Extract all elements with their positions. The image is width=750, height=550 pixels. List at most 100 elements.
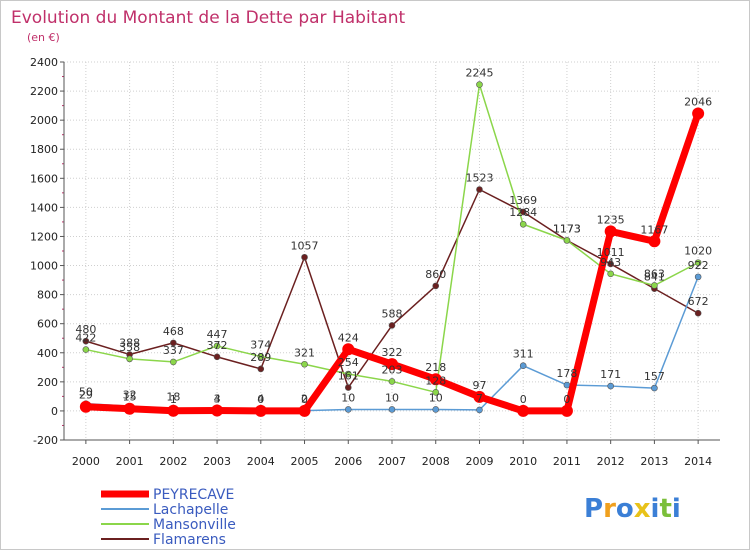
data-point-lachapelle — [519, 362, 527, 370]
data-label-peyrecave: 0 — [257, 393, 264, 406]
data-label-lachapelle: 178 — [556, 367, 577, 380]
data-label-mansonville: 254 — [338, 356, 359, 369]
data-point-mansonville — [301, 360, 308, 368]
y-tick-label: 1800 — [30, 143, 58, 156]
y-tick-label: 800 — [37, 289, 58, 302]
x-tick-label: 2003 — [203, 455, 231, 468]
data-label-peyrecave: 0 — [301, 393, 308, 406]
data-point-flamarens — [519, 208, 527, 216]
data-label-flamarens: 480 — [75, 323, 96, 336]
x-tick-label: 2000 — [72, 455, 100, 468]
logo-letter: x — [634, 494, 651, 524]
logo-letter: P — [584, 494, 603, 524]
data-point-flamarens — [344, 384, 352, 391]
data-point-lachapelle — [694, 273, 702, 281]
data-label-flamarens: 289 — [250, 351, 271, 364]
logo-letter: i — [672, 494, 681, 524]
x-tick-label: 2005 — [291, 455, 319, 468]
data-point-flamarens — [82, 337, 90, 345]
data-point-peyrecave — [429, 373, 442, 386]
y-tick-label: 2200 — [30, 85, 58, 98]
data-label-peyrecave: 2046 — [684, 95, 712, 108]
legend-label-peyrecave: PEYRECAVE — [153, 487, 234, 503]
data-label-peyrecave: 1 — [170, 393, 177, 406]
data-label-mansonville: 321 — [294, 346, 315, 359]
x-tick-label: 2011 — [553, 455, 581, 468]
data-point-mansonville — [344, 370, 352, 378]
data-point-mansonville — [563, 237, 571, 244]
data-point-mansonville — [257, 353, 265, 360]
data-label-mansonville: 1284 — [509, 206, 537, 219]
data-label-lachapelle: 10 — [429, 391, 443, 404]
data-point-mansonville — [476, 81, 483, 88]
logo-letter: t — [659, 494, 671, 524]
data-point-lachapelle — [388, 406, 396, 413]
data-label-peyrecave: 218 — [425, 361, 446, 374]
data-point-peyrecave — [517, 404, 530, 417]
data-label-lachapelle: 18 — [166, 390, 180, 403]
data-point-mansonville — [213, 342, 221, 350]
data-point-flamarens — [432, 282, 440, 290]
data-point-mansonville — [651, 282, 658, 289]
data-label-flamarens: 860 — [425, 268, 446, 281]
data-labels: 4803884683722891057161588860152313691173… — [75, 67, 712, 406]
data-label-flamarens: 161 — [338, 370, 359, 383]
data-label-lachapelle: 4 — [257, 392, 264, 405]
data-label-peyrecave: 15 — [123, 391, 137, 404]
data-point-peyrecave — [648, 235, 661, 248]
logo-letter: r — [603, 494, 616, 524]
y-tick-label: -200 — [33, 434, 58, 447]
data-point-peyrecave — [604, 225, 617, 238]
y-tick-label: 2400 — [30, 56, 58, 69]
data-label-flamarens: 672 — [688, 295, 709, 308]
data-label-lachapelle: 922 — [688, 259, 709, 272]
data-point-lachapelle — [432, 406, 440, 413]
data-label-peyrecave: 0 — [520, 393, 527, 406]
data-label-peyrecave: 29 — [79, 389, 93, 402]
data-label-flamarens: 1369 — [509, 194, 537, 207]
data-label-lachapelle: 311 — [513, 348, 534, 361]
legend-label-lachapelle: Lachapelle — [153, 502, 228, 518]
y-tick-label: 600 — [37, 318, 58, 331]
data-label-mansonville: 1173 — [553, 222, 581, 235]
data-point-peyrecave — [123, 402, 136, 415]
x-tick-label: 2014 — [684, 455, 712, 468]
y-tick-label: 2000 — [30, 114, 58, 127]
y-tick-label: 1600 — [30, 172, 58, 185]
data-label-lachapelle: 32 — [123, 388, 137, 401]
data-point-flamarens — [170, 339, 177, 347]
data-point-peyrecave — [342, 343, 355, 356]
y-tick-label: 1200 — [30, 230, 58, 243]
data-label-peyrecave: 1235 — [597, 213, 625, 226]
data-label-flamarens: 468 — [163, 325, 184, 338]
data-label-lachapelle: 2 — [301, 393, 308, 406]
data-label-flamarens: 588 — [382, 307, 403, 320]
x-tick-label: 2001 — [116, 455, 144, 468]
data-label-flamarens: 372 — [207, 339, 228, 352]
data-point-flamarens — [607, 260, 614, 268]
data-point-peyrecave — [254, 404, 267, 417]
data-label-peyrecave: 322 — [382, 346, 403, 359]
data-label-mansonville: 128 — [425, 374, 446, 387]
data-point-flamarens — [213, 353, 221, 361]
data-label-flamarens: 388 — [119, 337, 140, 350]
data-point-mansonville — [170, 358, 177, 366]
legend-label-mansonville: Mansonville — [153, 517, 236, 533]
data-point-mansonville — [607, 270, 614, 278]
data-point-peyrecave — [473, 390, 486, 403]
data-label-mansonville: 2245 — [465, 67, 493, 80]
axes — [60, 61, 720, 444]
data-label-lachapelle: 10 — [385, 391, 399, 404]
data-label-peyrecave: 424 — [338, 331, 359, 344]
data-label-peyrecave: 1167 — [640, 223, 668, 236]
data-point-lachapelle — [607, 382, 614, 390]
data-point-peyrecave — [386, 358, 398, 371]
data-point-flamarens — [476, 186, 483, 193]
data-label-mansonville: 943 — [600, 256, 621, 269]
data-point-mansonville — [694, 259, 702, 266]
data-label-mansonville: 422 — [75, 332, 96, 345]
data-point-peyrecave — [167, 404, 180, 417]
